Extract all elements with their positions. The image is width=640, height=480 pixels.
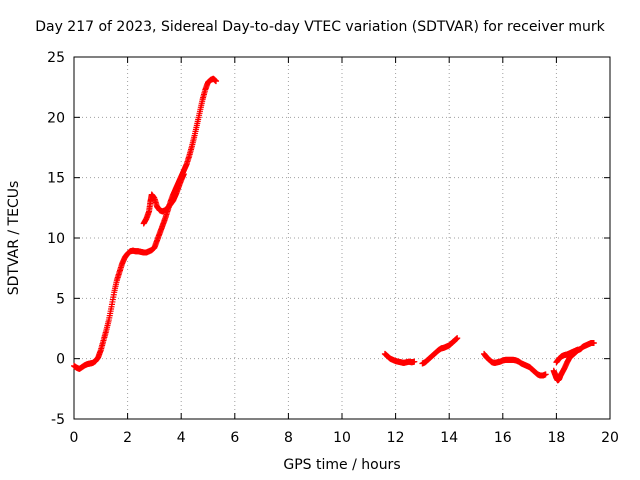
x-tick-label: 0 <box>70 430 79 446</box>
x-tick-label: 4 <box>177 430 186 446</box>
data-point <box>590 339 597 346</box>
data-point <box>213 78 220 85</box>
x-tick-label: 10 <box>333 430 351 446</box>
data-point <box>411 358 418 365</box>
x-tick-label: 8 <box>284 430 293 446</box>
x-tick-label: 20 <box>601 430 619 446</box>
y-tick-label: 25 <box>47 50 65 66</box>
data-point <box>574 346 581 353</box>
data-point <box>542 371 549 378</box>
y-tick-label: -5 <box>51 412 65 428</box>
y-tick-label: 0 <box>56 352 65 368</box>
x-tick-label: 18 <box>547 430 565 446</box>
x-axis-label: GPS time / hours <box>283 457 401 473</box>
chart-title: Day 217 of 2023, Sidereal Day-to-day VTE… <box>35 19 605 35</box>
x-tick-label: 16 <box>494 430 512 446</box>
data-point <box>454 335 461 342</box>
x-tick-label: 12 <box>387 430 405 446</box>
y-tick-label: 20 <box>47 110 65 126</box>
data-point <box>180 171 187 178</box>
y-tick-label: 15 <box>47 171 65 187</box>
x-tick-label: 2 <box>123 430 132 446</box>
x-tick-label: 14 <box>440 430 458 446</box>
y-tick-label: 10 <box>47 231 65 247</box>
y-tick-label: 5 <box>56 291 65 307</box>
y-axis-label: SDTVAR / TECUs <box>6 180 22 296</box>
x-tick-label: 6 <box>230 430 239 446</box>
